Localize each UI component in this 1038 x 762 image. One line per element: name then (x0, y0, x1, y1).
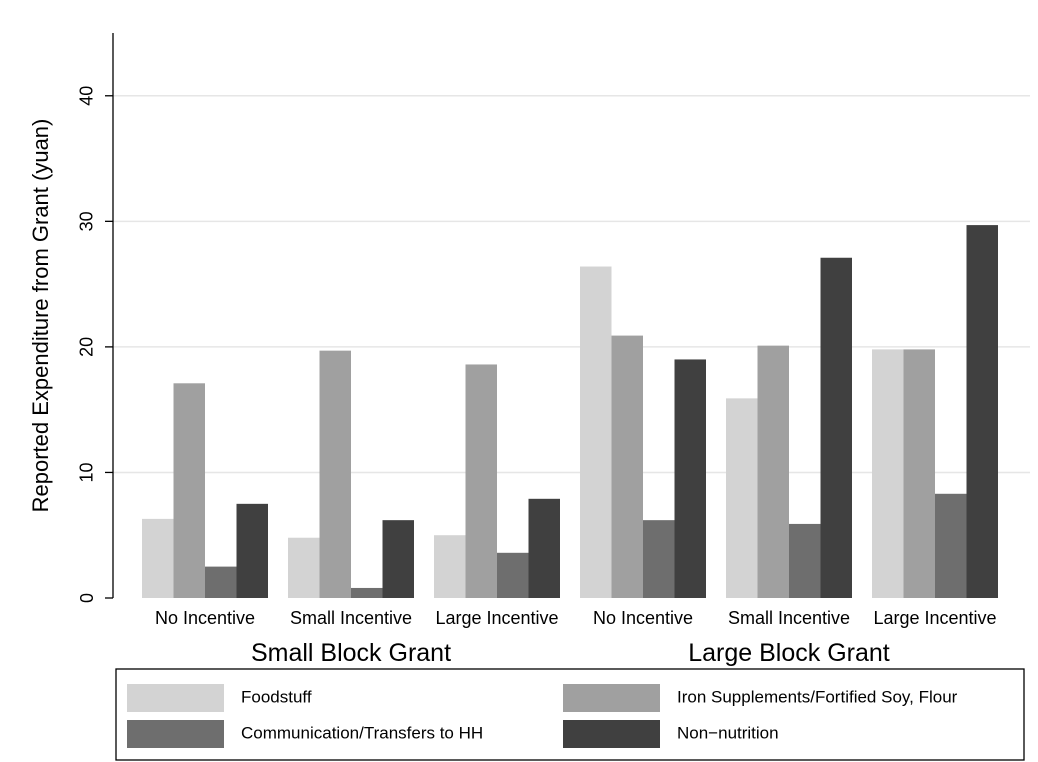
bar (142, 518, 174, 598)
bar (789, 523, 821, 598)
bar (173, 383, 205, 598)
x-category-label: No Incentive (155, 608, 255, 628)
x-category-label: Small Incentive (290, 608, 412, 628)
x-axis-category-labels: No Incentive Small Incentive Large Incenti… (155, 608, 997, 628)
y-axis-label: Reported Expenditure from Grant (yuan) (28, 119, 53, 513)
y-tick-label: 30 (77, 211, 97, 231)
legend-label: Iron Supplements/Fortified Soy, Flour (677, 687, 958, 706)
bar (872, 349, 904, 598)
legend-swatch (127, 684, 224, 712)
legend-swatch (563, 684, 660, 712)
bar (528, 498, 560, 598)
bar (674, 359, 706, 598)
legend-label: Communication/Transfers to HH (241, 723, 483, 742)
x-group-label: Large Block Grant (688, 639, 890, 667)
bar (236, 503, 268, 598)
bar (966, 225, 998, 598)
bar (726, 398, 758, 598)
bar (382, 520, 414, 598)
bar (643, 520, 675, 598)
bar (288, 537, 320, 598)
bar (903, 349, 935, 598)
x-category-label: Large Incentive (435, 608, 558, 628)
bar (205, 566, 237, 598)
legend-label: Non−nutrition (677, 723, 779, 742)
bar (580, 266, 612, 598)
x-axis-group-labels: Small Block Grant Large Block Grant (251, 639, 890, 667)
bars (142, 225, 998, 598)
bar (351, 587, 383, 598)
y-tick-label: 10 (77, 462, 97, 482)
bar (434, 535, 466, 598)
legend-swatch (127, 720, 224, 748)
y-tick-label: 20 (77, 337, 97, 357)
x-category-label: No Incentive (593, 608, 693, 628)
legend-label: Foodstuff (241, 687, 312, 706)
y-axis-ticks: 0 10 20 30 40 (77, 86, 113, 603)
x-category-label: Small Incentive (728, 608, 850, 628)
legend-swatch (563, 720, 660, 748)
bar (820, 257, 852, 598)
legend: Foodstuff Iron Supplements/Fortified Soy,… (115, 668, 1025, 761)
bar (497, 552, 529, 598)
bar (319, 350, 351, 598)
bar (757, 345, 789, 598)
x-category-label: Large Incentive (873, 608, 996, 628)
y-tick-label: 0 (77, 593, 97, 603)
y-tick-label: 40 (77, 86, 97, 106)
bar (935, 493, 967, 598)
bar (611, 335, 643, 598)
x-group-label: Small Block Grant (251, 639, 451, 667)
bar (465, 364, 497, 598)
